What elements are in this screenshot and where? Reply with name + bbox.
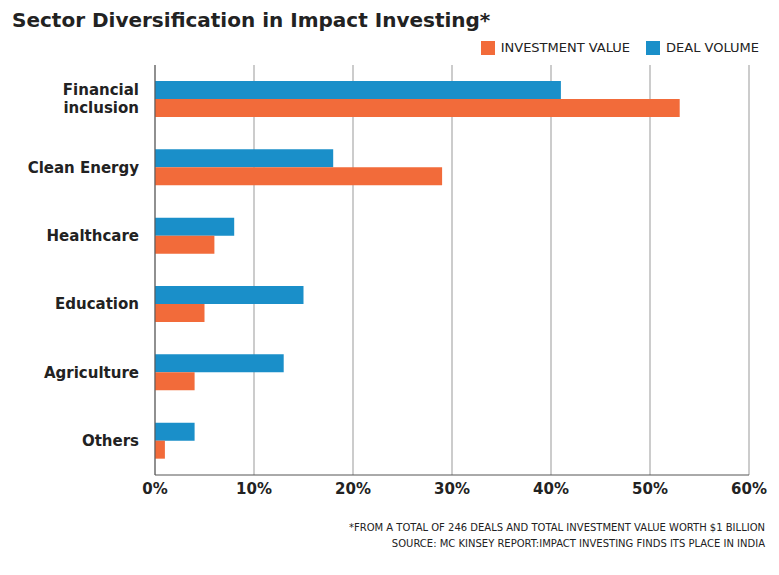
svg-text:60%: 60% (731, 480, 767, 498)
html-text:DEAL VOLUME: DEAL VOLUME (666, 40, 759, 55)
svg-text:Financialinclusion: Financialinclusion (63, 81, 139, 117)
svg-text:Clean Energy: Clean Energy (28, 158, 140, 176)
svg-text:50%: 50% (632, 480, 668, 498)
svg-text:Agriculture: Agriculture (44, 363, 139, 381)
svg-text:0%: 0% (142, 480, 167, 498)
html-text:INVESTMENT VALUE: INVESTMENT VALUE (500, 40, 631, 55)
svg-text:20%: 20% (335, 480, 371, 498)
svg-text:Others: Others (82, 431, 139, 449)
svg-text:40%: 40% (533, 480, 569, 498)
svg-text:Healthcare: Healthcare (47, 226, 139, 244)
html-text:SOURCE: MC KINSEY REPORT:IMPAC: SOURCE: MC KINSEY REPORT:IMPACT INVESTIN… (391, 538, 765, 549)
svg-text:Education: Education (55, 295, 139, 313)
html-text:*FROM A TOTAL OF 246 DEALS AND: *FROM A TOTAL OF 246 DEALS AND TOTAL INV… (348, 522, 765, 533)
html-text:Sector Diversification in Impa: Sector Diversification in Impact Investi… (12, 8, 491, 32)
svg-text:30%: 30% (434, 480, 470, 498)
svg-text:10%: 10% (236, 480, 272, 498)
